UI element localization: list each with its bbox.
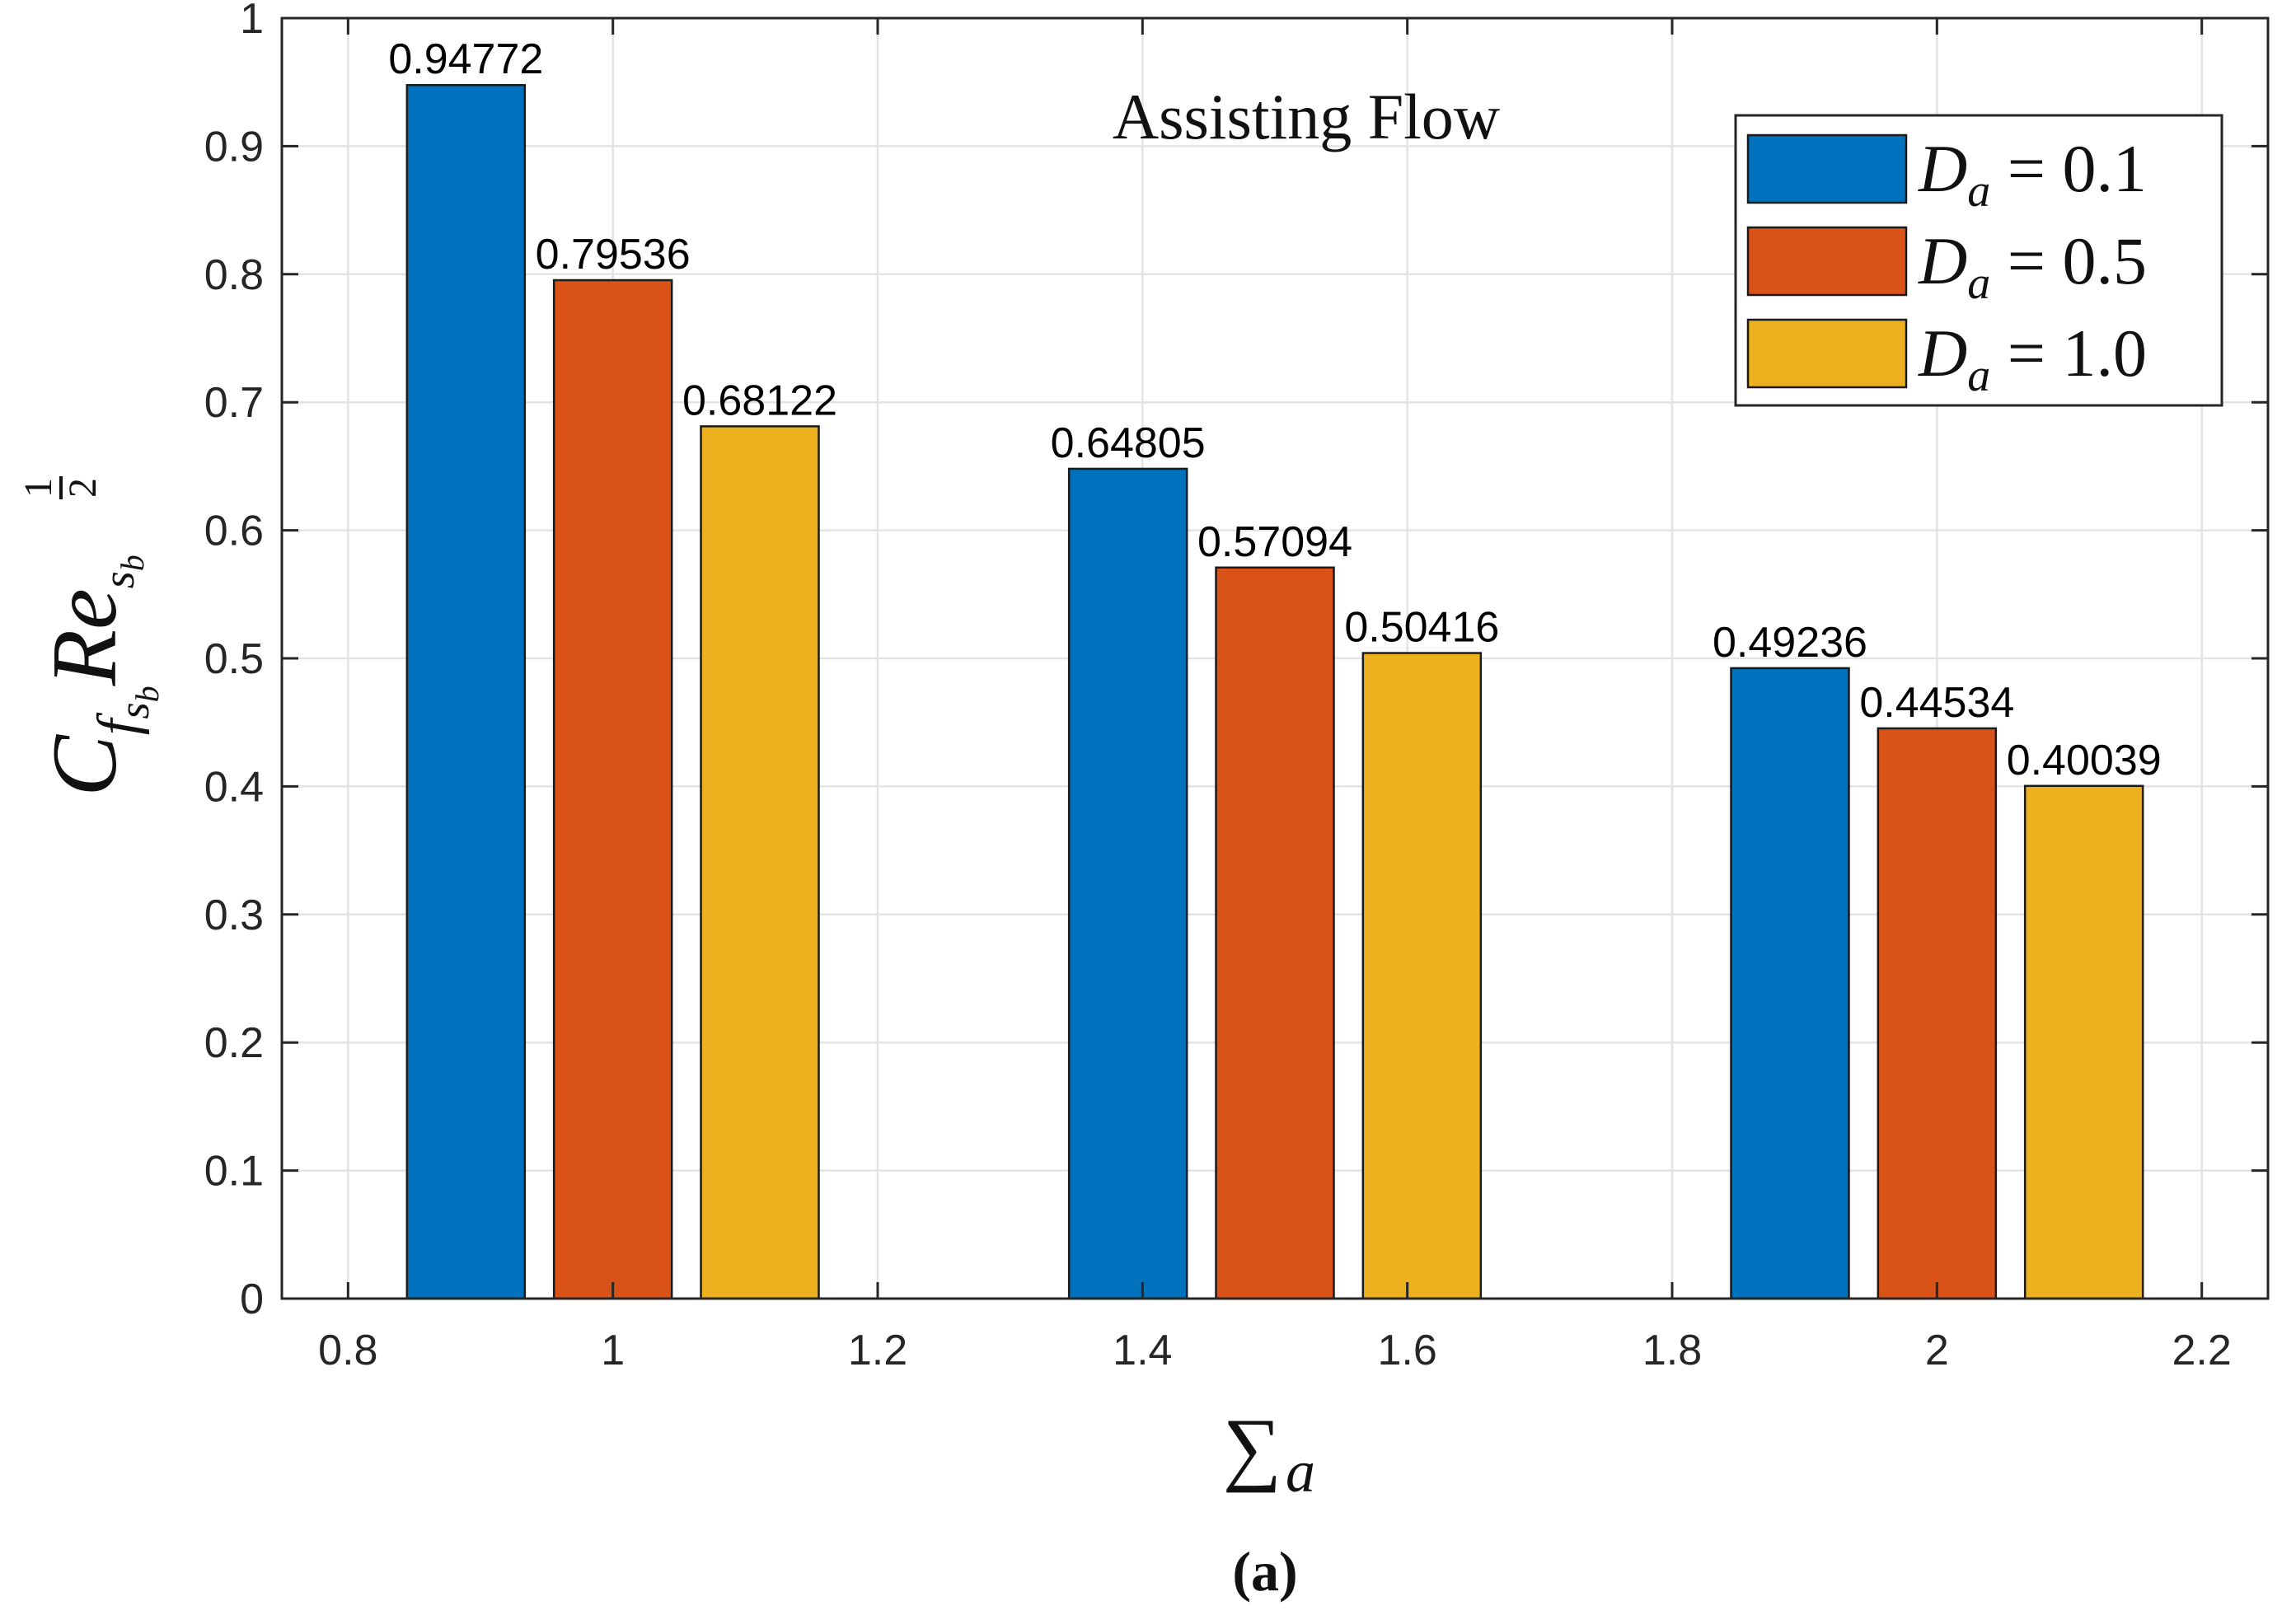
y-axis-label: CfsbResb 1 2 xyxy=(16,476,166,797)
data-label: 0.44534 xyxy=(1859,679,2014,727)
ylabel-b: b xyxy=(129,686,166,702)
y-tick-label: 0 xyxy=(240,1276,264,1323)
y-tick-label: 0.3 xyxy=(204,892,264,939)
bar-2-2 xyxy=(1215,566,1335,1300)
y-tick-label: 1 xyxy=(240,0,264,43)
data-label: 0.68122 xyxy=(682,377,837,424)
x-tick-labels: 0.8 1 1.2 1.4 1.6 1.8 2 2.2 xyxy=(318,1327,2232,1374)
x-tick-label: 2.2 xyxy=(2172,1327,2232,1374)
xlabel-sigma: ∑ xyxy=(1223,1402,1282,1493)
y-tick-label: 0.7 xyxy=(204,379,264,427)
y-tick-label: 0.4 xyxy=(204,763,264,811)
bar-3-2 xyxy=(1361,652,1483,1300)
bar-3-1 xyxy=(700,425,820,1300)
data-label: 0.57094 xyxy=(1197,518,1352,566)
y-tick-label: 0.6 xyxy=(204,508,264,555)
x-tick-label: 1.4 xyxy=(1113,1327,1172,1374)
ylabel-b2: b xyxy=(114,555,151,571)
svg-text:CfsbResb: CfsbResb xyxy=(34,555,166,797)
x-axis-label: ∑ a xyxy=(1223,1402,1315,1505)
data-label: 0.79536 xyxy=(536,231,691,279)
axis-ticks xyxy=(282,16,2268,1300)
bar-1-2 xyxy=(1067,467,1188,1300)
x-tick-label: 1 xyxy=(601,1327,625,1374)
ylabel-frac-num: 1 xyxy=(16,478,60,498)
data-label: 0.49236 xyxy=(1713,619,1867,667)
legend: Da = 0.1Da = 0.5Da = 1.0 xyxy=(1734,114,2223,407)
y-tick-label: 0.8 xyxy=(204,251,264,299)
bar-2-1 xyxy=(552,279,673,1300)
x-tick-label: 1.8 xyxy=(1642,1327,1702,1374)
data-label: 0.50416 xyxy=(1344,604,1499,652)
bar-3-3 xyxy=(2023,784,2144,1300)
y-tick-label: 0.2 xyxy=(204,1019,264,1067)
x-tick-label: 0.8 xyxy=(318,1327,377,1374)
bar-1-3 xyxy=(1730,667,1850,1300)
xlabel-subscript: a xyxy=(1286,1439,1315,1505)
ylabel-c: C xyxy=(34,734,136,797)
legend-swatch-1 xyxy=(1746,133,1908,204)
data-label: 0.40039 xyxy=(2007,737,2162,784)
y-tick-label: 0.5 xyxy=(204,635,264,683)
bar-1-1 xyxy=(405,83,527,1300)
legend-label-1: Da = 0.1 xyxy=(1918,131,2147,217)
ylabel-frac-den: 2 xyxy=(61,478,105,498)
bar-2-3 xyxy=(1877,727,1998,1300)
legend-swatch-2 xyxy=(1746,226,1908,297)
data-label: 0.94772 xyxy=(388,35,543,83)
legend-swatch-3 xyxy=(1746,318,1908,389)
data-label: 0.64805 xyxy=(1051,419,1206,467)
chart-title: Assisting Flow xyxy=(1113,81,1500,152)
ylabel-fraction: 1 2 xyxy=(16,476,105,499)
legend-label-3: Da = 1.0 xyxy=(1918,316,2147,401)
ylabel-re: Re xyxy=(34,588,136,686)
y-tick-label: 0.1 xyxy=(204,1148,264,1196)
y-tick-labels: 0 0.1 0.2 0.3 0.4 0.5 0.6 0.7 0.8 0.9 1 xyxy=(204,0,264,1323)
x-tick-label: 1.2 xyxy=(848,1327,907,1374)
legend-label-2: Da = 0.5 xyxy=(1918,223,2147,309)
ylabel-s: s xyxy=(111,702,158,719)
x-tick-label: 1.6 xyxy=(1378,1327,1437,1374)
x-tick-label: 2 xyxy=(1925,1327,1949,1374)
data-labels: 0.94772 0.64805 0.49236 0.79536 0.57094 0.445… xyxy=(388,35,2161,784)
y-tick-label: 0.9 xyxy=(204,123,264,171)
bars xyxy=(405,83,2144,1300)
ylabel-s2: s xyxy=(94,571,143,588)
figure-caption: (a) xyxy=(1232,1540,1297,1603)
